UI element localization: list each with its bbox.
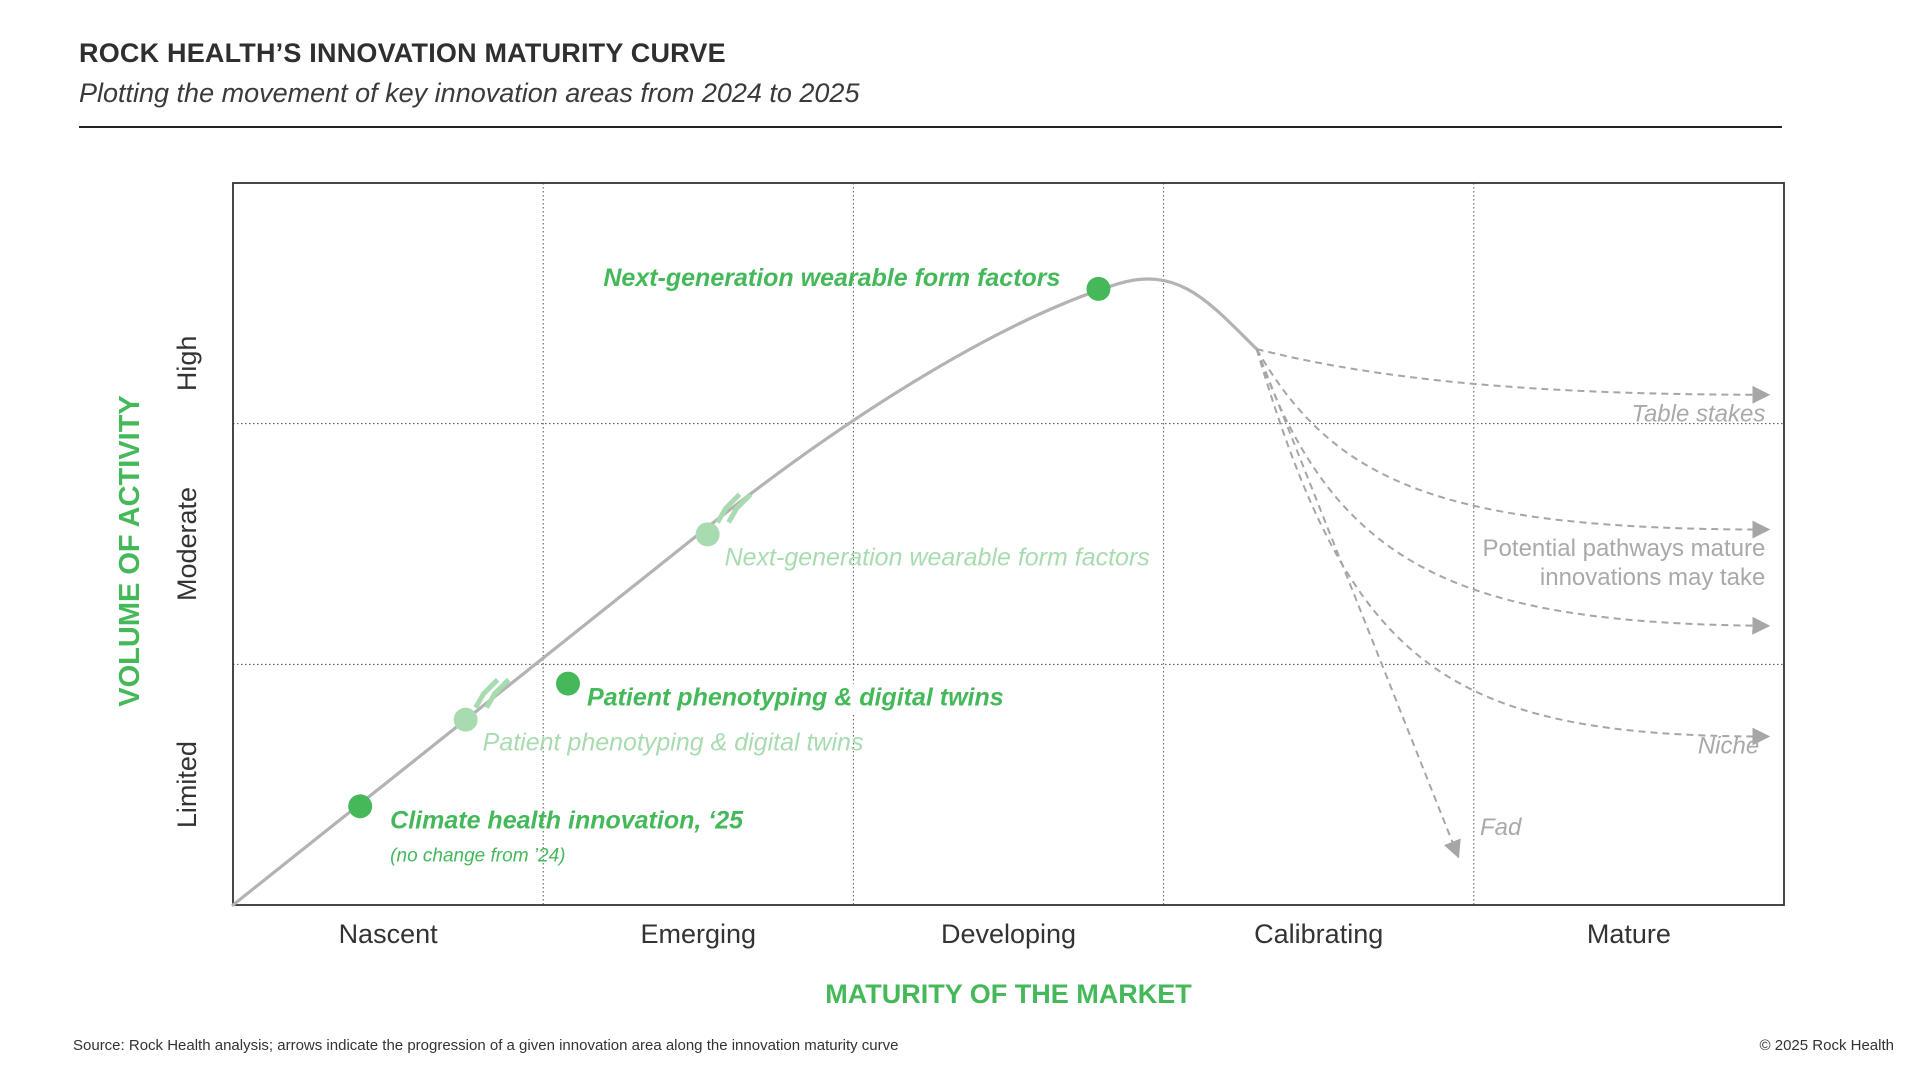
header-divider (79, 126, 1782, 128)
point-2025 (1086, 276, 1111, 301)
point-2024 (695, 522, 720, 547)
pathway-table-stakes (1256, 348, 1771, 404)
pathway-label-fad: Fad (1480, 814, 1522, 841)
maturity-curve (231, 277, 1259, 907)
y-tick-label: High (172, 336, 202, 392)
x-tick-label: Developing (941, 919, 1076, 949)
pathway-fad (1255, 348, 1461, 859)
point-2024 (453, 707, 478, 732)
point-2024-label: Next-generation wearable form factors (725, 543, 1150, 571)
point-2025-note: (no change from ’24) (390, 845, 565, 866)
source-note: Source: Rock Health analysis; arrows ind… (73, 1037, 899, 1054)
y-tick-label: Moderate (172, 487, 202, 601)
plot-frame (232, 182, 1785, 906)
point-2025 (348, 794, 373, 819)
label-backing (583, 683, 992, 714)
y-tick-label: Limited (172, 741, 202, 828)
pathway-label-table-stakes: Table stakes (1632, 400, 1766, 427)
copyright-note: © 2025 Rock Health (1759, 1037, 1894, 1054)
point-2025 (556, 671, 581, 696)
y-axis-label: VOLUME OF ACTIVITY (114, 395, 146, 706)
x-tick-label: Emerging (641, 919, 757, 949)
pathway-label-potential: Potential pathways mature innovations may… (1483, 535, 1766, 591)
pathway-mature-1 (1255, 348, 1771, 539)
pathway-niche (1255, 348, 1771, 746)
x-axis-label: MATURITY OF THE MARKET (825, 979, 1192, 1009)
x-tick-label: Nascent (339, 919, 439, 949)
x-tick-label: Mature (1587, 919, 1671, 949)
x-tick-label: Calibrating (1254, 919, 1383, 949)
progress-arrow-icon (715, 492, 753, 524)
point-2025-label: Patient phenotyping & digital twins (587, 684, 1004, 712)
chart-subtitle: Plotting the movement of key innovation … (79, 78, 860, 108)
chart-title: ROCK HEALTH’S INNOVATION MATURITY CURVE (79, 38, 726, 68)
pathway-label-niche: Niche (1698, 732, 1759, 759)
point-2024-label: Patient phenotyping & digital twins (483, 729, 864, 757)
point-2025-label: Next-generation wearable form factors (603, 264, 1060, 292)
progress-arrow-icon (473, 677, 511, 709)
point-2025-label: Climate health innovation, ‘25 (390, 806, 744, 834)
